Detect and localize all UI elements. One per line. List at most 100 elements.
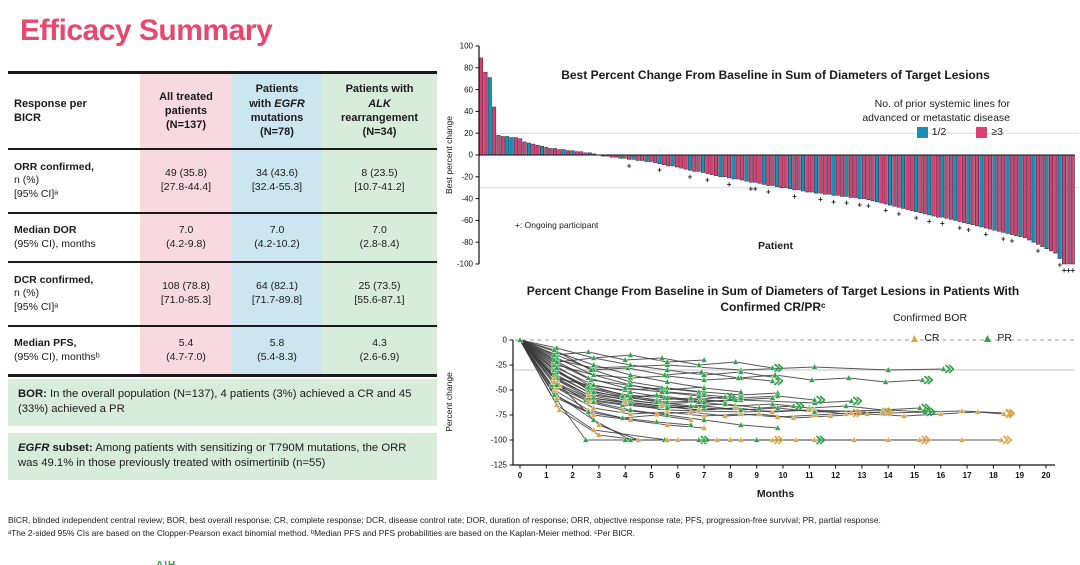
cut-off-green-logo: AIH <box>156 560 176 565</box>
svg-text:0: 0 <box>518 471 523 480</box>
svg-text:+: + <box>966 226 971 235</box>
svg-text:16: 16 <box>936 471 945 480</box>
svg-text:9: 9 <box>754 471 759 480</box>
svg-text:+: + <box>957 223 962 232</box>
svg-text:+: + <box>983 230 988 239</box>
svg-text:+: + <box>1001 234 1006 243</box>
legend-item-ge3-lines: ≥3 <box>976 126 1003 138</box>
svg-text:80: 80 <box>464 64 473 73</box>
table-row-dcr: DCR confirmed, n (%) [95% CI]ᵃ 108 (78.8)[… <box>8 263 437 327</box>
svg-text:+: + <box>792 192 797 201</box>
header-response-per-bicr: Response per BICR <box>14 97 87 124</box>
svg-text:+: + <box>688 172 693 181</box>
svg-text:40: 40 <box>464 107 473 116</box>
svg-text:+: + <box>657 166 662 175</box>
waterfall-legend-title: No. of prior systemic lines for advanced… <box>862 98 1010 124</box>
svg-text:10: 10 <box>779 471 788 480</box>
svg-text:+: + <box>940 219 945 228</box>
svg-text:8: 8 <box>728 471 733 480</box>
cr-triangle-icon: ▲ <box>908 331 921 345</box>
svg-text:15: 15 <box>910 471 919 480</box>
legend-item-cr: ▲ CR <box>908 331 940 345</box>
spider-chart: 0 -25 -50 -75 -100 -125 0 1 2 3 4 5 6 7 8 9 10 11 12 13 14 15… <box>443 278 1080 515</box>
svg-text:6: 6 <box>676 471 681 480</box>
svg-text:+: + <box>1057 261 1062 270</box>
egfr-subset-box: EGFR subset: Among patients with sensiti… <box>8 433 437 480</box>
svg-text:1: 1 <box>544 471 549 480</box>
page-title: Efficacy Summary <box>20 14 273 47</box>
svg-text:7: 7 <box>702 471 707 480</box>
svg-text:-125: -125 <box>491 461 508 470</box>
svg-text:+: + <box>883 206 888 215</box>
svg-text:20: 20 <box>464 129 473 138</box>
svg-text:-75: -75 <box>495 411 507 420</box>
svg-text:Best percent change: Best percent change <box>444 116 454 194</box>
header-egfr: Patients with EGFR mutations (N=78) <box>232 74 322 148</box>
svg-text:+: + <box>1070 266 1075 275</box>
svg-text:+: + <box>866 202 871 211</box>
spider-legend-title: Confirmed BOR <box>892 312 968 324</box>
svg-text:-100: -100 <box>491 436 508 445</box>
svg-text:+: + <box>818 195 823 204</box>
ongoing-participant-note: +: Ongoing participant <box>515 220 599 230</box>
legend-item-12-lines: 1/2 <box>916 126 946 138</box>
svg-text:+: + <box>914 214 919 223</box>
svg-text:0: 0 <box>503 336 508 345</box>
svg-text:Percent change: Percent change <box>444 372 454 432</box>
spider-xlabel: Months <box>756 488 795 500</box>
svg-text:60: 60 <box>464 85 473 94</box>
svg-text:0: 0 <box>469 151 474 160</box>
svg-text:-40: -40 <box>461 194 473 203</box>
spider-legend: ▲ CR ▲ PR <box>908 332 1012 344</box>
svg-text:11: 11 <box>805 471 814 480</box>
bor-summary-box: BOR: In the overall population (N=137), … <box>8 379 437 426</box>
svg-text:-25: -25 <box>495 361 507 370</box>
svg-text:-60: -60 <box>461 216 473 225</box>
svg-text:100: 100 <box>460 42 474 51</box>
table-row-pfs: Median PFS, (95% CI), monthsᵇ 5.4 (4.7-7.0… <box>8 327 437 374</box>
methods-line: ᵃThe 2-sided 95% CIs are based on the Cl… <box>8 527 636 538</box>
pr-triangle-icon: ▲ <box>981 331 994 345</box>
waterfall-chart: 100 80 60 40 20 0 -20 -40 -60 -80 -100 + + + + + + + + + + + +… <box>443 28 1080 278</box>
svg-text:14: 14 <box>884 471 893 480</box>
blue-swatch-icon <box>916 126 928 138</box>
abbreviations-line: BICR, blinded independent central review… <box>8 515 881 525</box>
svg-text:+: + <box>1066 266 1071 275</box>
legend-item-pr: ▲ PR <box>981 331 1012 345</box>
svg-text:+: + <box>927 217 932 226</box>
svg-text:+: + <box>844 198 849 207</box>
table-header-row: Response per BICR All treated patients (N=1… <box>8 74 437 150</box>
svg-text:+: + <box>857 201 862 210</box>
waterfall-legend: 1/2 ≥3 <box>916 126 1003 138</box>
waterfall-title: Best Percent Change From Baseline in Sum… <box>561 68 990 82</box>
svg-text:18: 18 <box>989 471 998 480</box>
spider-title: Percent Change From Baseline in Sum of D… <box>526 284 1020 314</box>
svg-text:3: 3 <box>597 471 602 480</box>
svg-text:-20: -20 <box>461 173 473 182</box>
svg-text:+: + <box>705 176 710 185</box>
svg-text:+: + <box>831 197 836 206</box>
svg-text:+: + <box>749 184 754 193</box>
svg-text:+: + <box>627 161 632 170</box>
header-all-treated: All treated patients (N=137) <box>140 74 232 148</box>
header-alk: Patients with ALK rearrangement (N=34) <box>322 74 437 148</box>
svg-text:12: 12 <box>831 471 840 480</box>
svg-text:13: 13 <box>857 471 866 480</box>
svg-text:20: 20 <box>1042 471 1051 480</box>
svg-text:2: 2 <box>570 471 575 480</box>
svg-text:+: + <box>1062 266 1067 275</box>
table-row-dor: Median DOR (95% CI), months 7.0 (4.2-9.8) … <box>8 214 437 263</box>
svg-text:-100: -100 <box>457 260 474 269</box>
svg-text:4: 4 <box>623 471 628 480</box>
svg-text:5: 5 <box>649 471 654 480</box>
efficacy-table: Response per BICR All treated patients (N=1… <box>8 71 437 377</box>
table-row-orr: ORR confirmed, n (%) [95% CI]ᵃ 49 (35.8) [2… <box>8 150 437 214</box>
waterfall-xlabel: Patient <box>757 240 793 252</box>
pink-swatch-icon <box>976 126 988 138</box>
svg-text:+: + <box>1010 237 1015 246</box>
svg-text:-80: -80 <box>461 238 473 247</box>
svg-text:17: 17 <box>963 471 972 480</box>
